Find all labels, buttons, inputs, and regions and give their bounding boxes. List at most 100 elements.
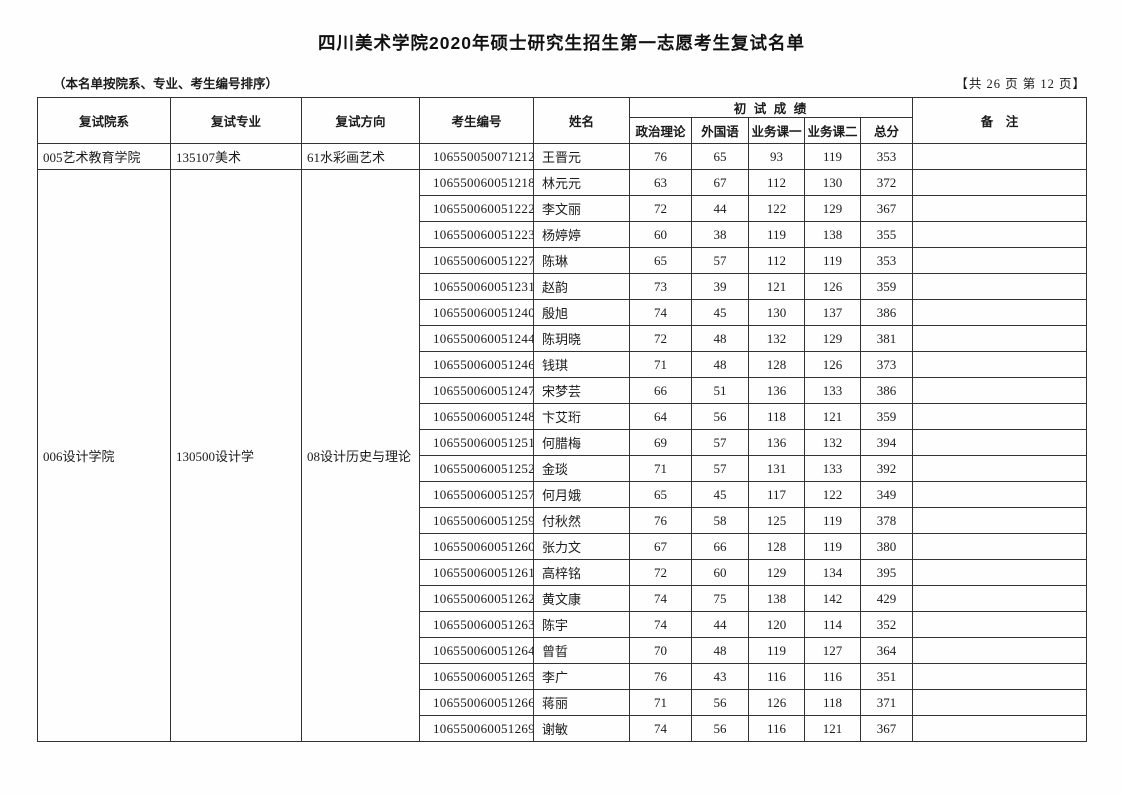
course2-score-cell: 121 — [804, 403, 861, 430]
foreign-score-cell: 48 — [691, 325, 749, 352]
remarks-cell — [912, 221, 1088, 248]
candidate-no-cell: 106550060051259 — [419, 507, 534, 534]
candidate-no-cell: 106550060051257 — [419, 481, 534, 508]
politics-score-cell: 72 — [629, 325, 692, 352]
foreign-score-cell: 75 — [691, 585, 749, 612]
table-row: 106550060051240 殷旭 74 45 130 137 386 — [38, 299, 1088, 326]
total-score-cell: 352 — [859, 611, 914, 638]
politics-score-cell: 60 — [629, 221, 692, 248]
course1-score-cell: 119 — [748, 221, 805, 248]
total-score-cell: 351 — [859, 663, 914, 690]
candidate-no-cell: 106550060051244 — [419, 325, 534, 352]
total-score-cell: 359 — [859, 403, 914, 430]
politics-score-cell: 74 — [629, 611, 692, 638]
politics-score-cell: 65 — [629, 481, 692, 508]
course1-score-cell: 128 — [748, 351, 805, 378]
table-row: 106550060051263 陈宇 74 44 120 114 352 — [38, 611, 1088, 638]
candidate-name-cell: 殷旭 — [533, 299, 630, 326]
remarks-cell — [912, 169, 1088, 196]
foreign-score-cell: 45 — [691, 481, 749, 508]
candidate-no-cell: 106550060051264 — [419, 637, 534, 664]
candidate-name-cell: 陈琳 — [533, 247, 630, 274]
candidate-name-cell: 宋梦芸 — [533, 377, 630, 404]
course2-score-cell: 138 — [804, 221, 861, 248]
remarks-cell — [912, 351, 1088, 378]
table-row: 106550060051227 陈琳 65 57 112 119 353 — [38, 247, 1088, 274]
foreign-score-cell: 67 — [691, 169, 749, 196]
politics-score-cell: 73 — [629, 273, 692, 300]
header-foreign-language: 外国语 — [691, 117, 749, 144]
politics-score-cell: 71 — [629, 351, 692, 378]
course1-score-cell: 116 — [748, 715, 805, 742]
candidate-no-cell: 106550060051222 — [419, 195, 534, 222]
candidate-no-cell: 106550060051227 — [419, 247, 534, 274]
course2-score-cell: 134 — [804, 559, 861, 586]
course2-score-cell: 119 — [804, 247, 861, 274]
course2-score-cell: 118 — [804, 689, 861, 716]
candidate-name-cell: 曾晢 — [533, 637, 630, 664]
candidate-name-cell: 金琰 — [533, 455, 630, 482]
total-score-cell: 349 — [859, 481, 914, 508]
foreign-score-cell: 48 — [691, 351, 749, 378]
course2-score-cell: 119 — [804, 143, 861, 170]
remarks-cell — [912, 533, 1088, 560]
table-row: 106550060051269 谢敏 74 56 116 121 367 — [38, 715, 1088, 742]
politics-score-cell: 63 — [629, 169, 692, 196]
total-score-cell: 367 — [859, 195, 914, 222]
course2-score-cell: 142 — [804, 585, 861, 612]
candidate-no-cell: 106550060051260 — [419, 533, 534, 560]
course1-score-cell: 116 — [748, 663, 805, 690]
candidate-no-cell: 106550060051261 — [419, 559, 534, 586]
course1-score-cell: 120 — [748, 611, 805, 638]
foreign-score-cell: 44 — [691, 195, 749, 222]
dept-cell: 006设计学院 — [37, 169, 171, 742]
foreign-score-cell: 44 — [691, 611, 749, 638]
header-course-one: 业务课一 — [748, 117, 805, 144]
total-score-cell: 429 — [859, 585, 914, 612]
course2-score-cell: 129 — [804, 195, 861, 222]
course1-score-cell: 136 — [748, 377, 805, 404]
politics-score-cell: 74 — [629, 299, 692, 326]
table-row: 106550060051252 金琰 71 57 131 133 392 — [38, 455, 1088, 482]
table-row: 106550060051259 付秋然 76 58 125 119 378 — [38, 507, 1088, 534]
remarks-cell — [912, 429, 1088, 456]
course1-score-cell: 126 — [748, 689, 805, 716]
politics-score-cell: 69 — [629, 429, 692, 456]
course2-score-cell: 122 — [804, 481, 861, 508]
politics-score-cell: 65 — [629, 247, 692, 274]
politics-score-cell: 76 — [629, 663, 692, 690]
candidate-no-cell: 106550060051218 — [419, 169, 534, 196]
candidate-name-cell: 陈玥晓 — [533, 325, 630, 352]
table-row: 106550060051231 赵韵 73 39 121 126 359 — [38, 273, 1088, 300]
total-score-cell: 386 — [859, 377, 914, 404]
remarks-cell — [912, 273, 1088, 300]
politics-score-cell: 67 — [629, 533, 692, 560]
candidate-name-cell: 黄文康 — [533, 585, 630, 612]
header-candidate-no: 考生编号 — [419, 97, 534, 144]
course1-score-cell: 130 — [748, 299, 805, 326]
header-direction: 复试方向 — [301, 97, 420, 144]
candidate-no-cell: 106550060051266 — [419, 689, 534, 716]
course1-score-cell: 112 — [748, 169, 805, 196]
course1-score-cell: 121 — [748, 273, 805, 300]
table-row: 106550060051257 何月娥 65 45 117 122 349 — [38, 481, 1088, 508]
candidate-no-cell: 106550060051247 — [419, 377, 534, 404]
candidate-name-cell: 陈宇 — [533, 611, 630, 638]
total-score-cell: 371 — [859, 689, 914, 716]
foreign-score-cell: 48 — [691, 637, 749, 664]
remarks-cell — [912, 507, 1088, 534]
table-row: 005艺术教育学院 135107美术 61水彩画艺术 106550050071212 王… — [37, 143, 1088, 170]
header-total: 总分 — [859, 117, 914, 144]
course1-score-cell: 136 — [748, 429, 805, 456]
header-course-two: 业务课二 — [804, 117, 861, 144]
remarks-cell — [912, 455, 1088, 482]
remarks-cell — [912, 663, 1088, 690]
table-row: 106550060051246 钱琪 71 48 128 126 373 — [38, 351, 1088, 378]
course2-score-cell: 137 — [804, 299, 861, 326]
meta-row: （本名单按院系、专业、考生编号排序） 【共 26 页 第 12 页】 — [37, 73, 1086, 92]
course2-score-cell: 130 — [804, 169, 861, 196]
candidate-no-cell: 106550060051223 — [419, 221, 534, 248]
total-score-cell: 355 — [859, 221, 914, 248]
total-score-cell: 373 — [859, 351, 914, 378]
